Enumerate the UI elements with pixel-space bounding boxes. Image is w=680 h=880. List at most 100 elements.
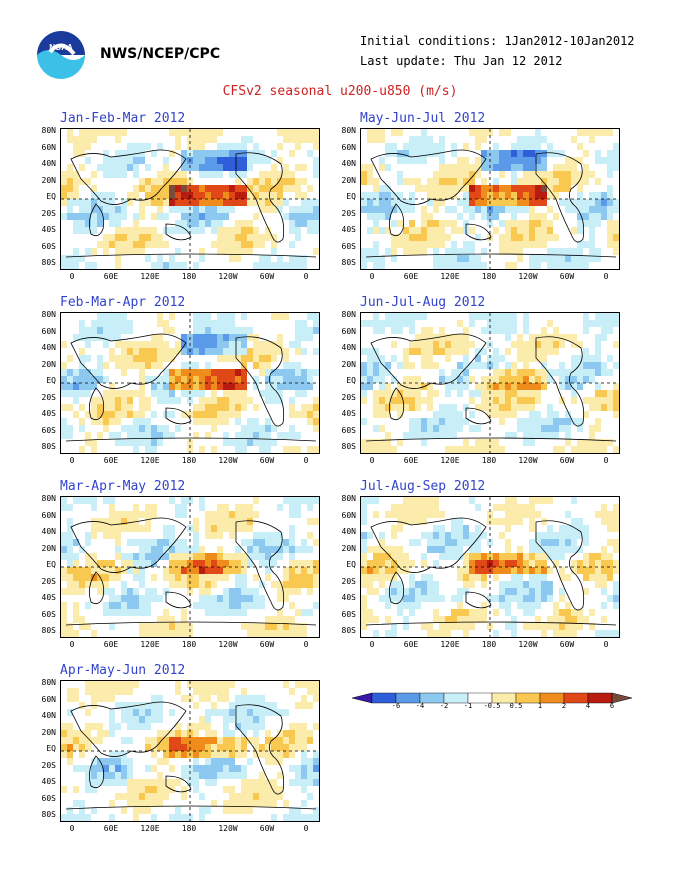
colorbar-tick-label: -6 [391,702,401,710]
lat-tick-label: 20N [41,543,56,553]
lat-tick-label: 40N [41,159,56,168]
colorbar-tick-label: 1 [537,702,543,710]
lon-tick-label: 60W [259,456,275,465]
lon-tick-label: 120W [218,456,238,465]
lon-tick-label: 0 [603,640,609,649]
lat-tick-label: 20N [41,727,56,737]
lat-tick-label: 20N [341,175,356,185]
panel-title: Jun-Jul-Aug 2012 [360,295,486,310]
lat-tick-label: 60S [341,425,356,435]
colorbar-tick-label: -2 [439,702,449,710]
map-field [60,496,320,638]
panel-title: Apr-May-Jun 2012 [60,663,186,678]
lon-tick-label: 60W [259,272,275,281]
colorbar-graphic [351,692,633,704]
lat-tick-label: 60N [41,326,56,336]
lat-tick-label: 60N [341,510,356,520]
lat-tick-label: 40N [341,527,356,536]
lon-tick-label: 60E [103,640,119,649]
lon-tick-label: 0 [603,456,609,465]
logo-text: NOAA [49,43,73,52]
lon-tick-label: 180 [181,640,197,649]
lon-tick-label: 120E [440,640,460,649]
lon-tick-label: 120W [518,456,538,465]
lon-tick-label: 60E [403,456,419,465]
lat-tick-label: 40S [341,409,356,418]
lat-tick-label: 40S [41,409,56,418]
lon-tick-label: 180 [181,272,197,281]
lon-tick-label: 180 [181,824,197,833]
page-title: CFSv2 seasonal u200-u850 (m/s) [222,84,458,99]
panel-title: Jan-Feb-Mar 2012 [60,111,186,126]
lon-tick-label: 60W [259,824,275,833]
lat-tick-label: 20N [341,359,356,369]
lon-tick-label: 120W [518,272,538,281]
lat-tick-label: 60N [41,694,56,704]
lat-tick-label: 20S [341,392,356,402]
initial-conditions: Initial conditions: 1Jan2012-10Jan2012 [360,34,635,48]
lat-tick-label: 80S [41,258,56,267]
lon-tick-label: 60W [559,640,575,649]
lon-tick-label: 120E [140,824,160,833]
anomaly-shading [61,129,319,269]
lat-tick-label: EQ [46,376,56,385]
map-field [60,312,320,454]
map-field [60,680,320,822]
lat-tick-label: 80S [41,442,56,451]
anomaly-shading [61,497,319,637]
map-field [360,312,620,454]
panel-title: May-Jun-Jul 2012 [360,111,486,126]
anomaly-shading [361,313,619,453]
lat-tick-label: 60S [41,609,56,619]
lat-tick-label: 60S [341,609,356,619]
lon-tick-label: 0 [69,456,75,465]
lon-tick-label: 0 [369,272,375,281]
lat-tick-label: 80S [41,810,56,819]
lat-tick-label: 20N [41,359,56,369]
lat-tick-label: 60N [41,142,56,152]
org-label: NWS/NCEP/CPC [100,46,221,62]
lon-tick-label: 60E [403,640,419,649]
lon-tick-label: 0 [69,824,75,833]
map-field [360,496,620,638]
lon-tick-label: 0 [369,640,375,649]
panel-title: Feb-Mar-Apr 2012 [60,295,186,310]
lat-tick-label: 40N [41,711,56,720]
lat-tick-label: 80S [341,626,356,635]
lat-tick-label: 20S [41,576,56,586]
colorbar-tick-label: -0.5 [483,702,501,710]
colorbar-tick-label: 6 [609,702,615,710]
lat-tick-label: 80S [341,442,356,451]
noaa-logo: NOAA [36,30,86,80]
lat-tick-label: 20S [341,576,356,586]
lat-tick-label: 80N [41,310,56,319]
lon-tick-label: 120W [218,640,238,649]
anomaly-shading [361,497,619,637]
lat-tick-label: 60S [41,425,56,435]
lat-tick-label: 40N [341,159,356,168]
lon-tick-label: 60E [403,272,419,281]
lon-tick-label: 60E [103,456,119,465]
lat-tick-label: 20N [341,543,356,553]
colorbar-tick-label: 4 [585,702,591,710]
lon-tick-label: 0 [603,272,609,281]
lat-tick-label: 40S [341,593,356,602]
lon-tick-label: 60W [259,640,275,649]
anomaly-shading [361,129,619,269]
lat-tick-label: 80S [41,626,56,635]
colorbar-tick-label: -1 [463,702,473,710]
colorbar-tick-label: -4 [415,702,425,710]
lon-tick-label: 180 [181,456,197,465]
lat-tick-label: 60S [341,241,356,251]
lon-tick-label: 60E [103,824,119,833]
lon-tick-label: 60W [559,456,575,465]
lon-tick-label: 0 [69,640,75,649]
anomaly-shading [61,313,319,453]
lon-tick-label: 0 [369,456,375,465]
lon-tick-label: 180 [481,272,497,281]
lat-tick-label: 60S [41,241,56,251]
lat-tick-label: EQ [346,560,356,569]
lon-tick-label: 60W [559,272,575,281]
lat-tick-label: 80N [41,678,56,687]
lat-tick-label: 20S [41,760,56,770]
